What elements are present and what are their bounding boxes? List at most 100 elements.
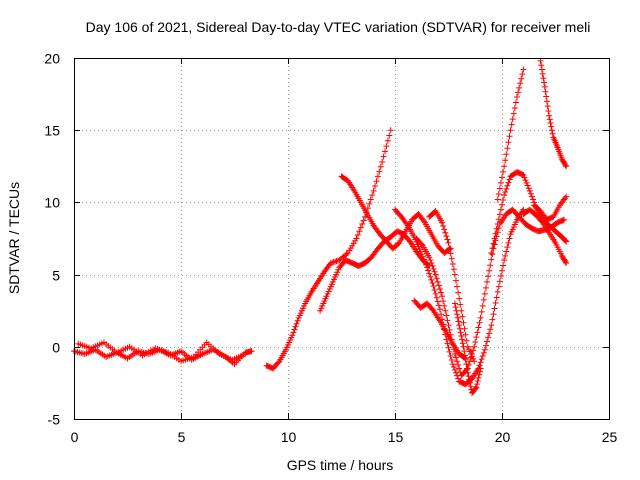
data-point-marker	[442, 229, 449, 236]
data-point-marker	[480, 349, 487, 356]
data-point-marker	[444, 317, 451, 324]
data-point-marker	[477, 359, 484, 366]
data-point-marker	[548, 127, 555, 134]
data-point-marker	[455, 289, 462, 296]
data-point-marker	[486, 267, 493, 274]
data-point-marker	[502, 189, 509, 196]
data-point-marker	[354, 231, 361, 238]
data-point-marker	[426, 270, 433, 277]
data-point-marker	[444, 340, 451, 347]
data-point-marker	[504, 182, 511, 189]
data-point-marker	[459, 336, 466, 343]
data-point-marker	[426, 254, 433, 261]
data-point-marker	[499, 201, 505, 208]
data-point-marker	[374, 173, 381, 180]
y-tick-label: 15	[44, 123, 60, 139]
data-point-marker	[453, 307, 460, 314]
data-point-marker	[530, 196, 537, 203]
data-point-marker	[500, 196, 507, 203]
data-point-marker	[562, 258, 569, 265]
data-point-marker	[275, 359, 282, 366]
data-point-marker	[446, 245, 453, 252]
data-point-marker	[463, 361, 470, 368]
data-point-marker	[417, 248, 424, 255]
data-point-marker	[383, 143, 390, 150]
data-point-marker	[544, 103, 551, 110]
data-point-marker	[446, 348, 453, 355]
data-point-marker	[490, 240, 497, 247]
data-point-marker	[367, 196, 374, 203]
data-point-marker	[386, 132, 393, 139]
data-point-marker	[490, 311, 497, 318]
data-point-marker	[548, 123, 555, 130]
data-point-marker	[503, 185, 510, 192]
y-tick-label: -5	[48, 412, 61, 428]
data-point-marker	[478, 356, 485, 363]
data-point-marker	[526, 187, 533, 194]
data-point-marker	[488, 249, 495, 256]
data-point-marker	[493, 294, 500, 301]
data-point-marker	[427, 257, 434, 264]
data-point-marker	[465, 373, 472, 380]
data-point-marker	[499, 267, 505, 274]
data-point-marker	[466, 379, 473, 386]
data-point-marker	[520, 171, 527, 178]
data-point-marker	[432, 290, 439, 297]
data-point-marker	[513, 93, 520, 100]
data-point-marker	[489, 251, 496, 258]
data-point-marker	[501, 192, 508, 199]
plot-frame	[74, 58, 610, 420]
data-point-marker	[431, 268, 438, 275]
data-point-marker	[495, 216, 502, 223]
data-point-marker	[467, 383, 474, 390]
data-point-marker	[464, 369, 471, 376]
data-point-marker	[492, 299, 499, 306]
data-point-marker	[444, 236, 451, 243]
data-point-marker	[294, 317, 301, 324]
data-point-marker	[440, 222, 447, 229]
data-point-marker	[452, 369, 459, 376]
data-point-marker	[460, 319, 467, 326]
data-point-marker	[506, 235, 513, 242]
data-point-marker	[440, 298, 447, 305]
data-point-marker	[429, 262, 436, 269]
data-point-marker	[503, 151, 510, 158]
data-point-marker	[472, 338, 479, 345]
series-satellite-l	[537, 57, 570, 170]
data-point-marker	[434, 298, 441, 305]
data-point-marker	[435, 282, 442, 289]
data-point-marker	[478, 308, 485, 315]
data-point-marker	[428, 260, 435, 267]
data-point-marker	[425, 267, 432, 274]
data-point-marker	[435, 302, 442, 309]
data-point-marker	[447, 352, 454, 359]
data-point-marker	[455, 361, 462, 368]
data-point-marker	[360, 217, 367, 224]
data-point-marker	[418, 241, 425, 248]
data-point-marker	[418, 251, 425, 258]
data-point-marker	[457, 329, 464, 336]
y-axis-title: SDTVAR / TECUs	[6, 182, 22, 294]
data-point-marker	[482, 284, 489, 291]
data-point-marker	[420, 218, 427, 225]
data-point-marker	[458, 332, 465, 339]
data-point-marker	[356, 228, 363, 235]
data-point-marker	[524, 182, 531, 189]
data-point-marker	[528, 193, 535, 200]
data-point-marker	[452, 277, 459, 284]
data-point-marker	[434, 278, 441, 285]
x-tick-label: 15	[388, 429, 404, 445]
data-point-marker	[520, 66, 527, 73]
data-point-marker	[454, 311, 461, 318]
data-point-marker	[436, 286, 443, 293]
data-point-marker	[543, 93, 550, 100]
data-point-marker	[433, 275, 440, 282]
data-point-marker	[485, 334, 492, 341]
data-point-marker	[539, 70, 546, 77]
data-point-marker	[379, 158, 386, 165]
data-point-marker	[493, 225, 500, 232]
data-point-marker	[377, 163, 384, 170]
data-point-marker	[474, 329, 481, 336]
data-point-marker	[488, 256, 495, 263]
data-point-marker	[382, 148, 389, 155]
